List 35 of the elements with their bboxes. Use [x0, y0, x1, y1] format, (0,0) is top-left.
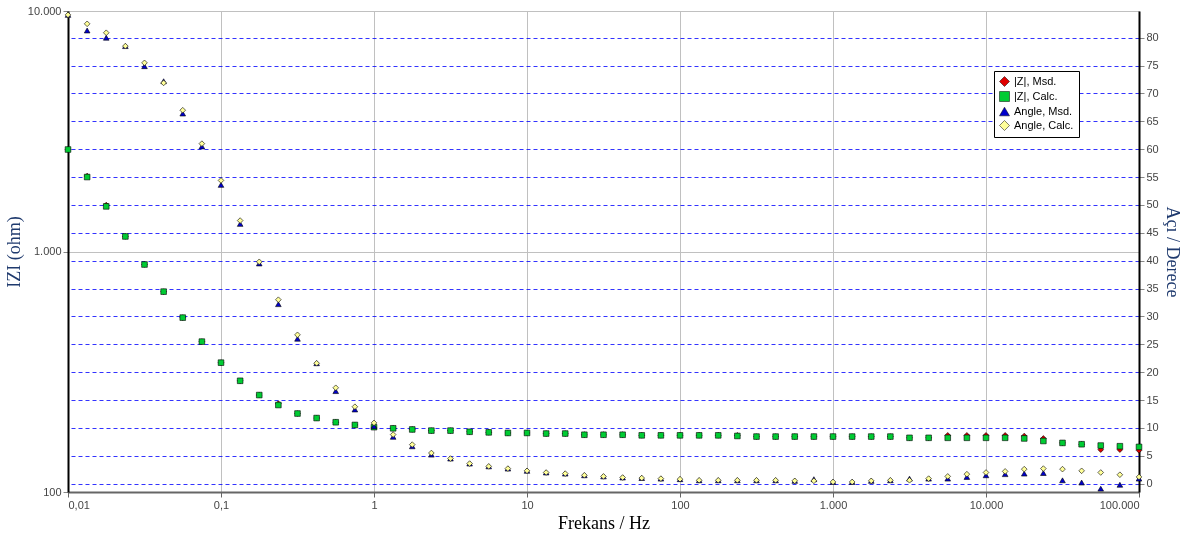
y2-tick-label: 40 [1146, 254, 1159, 267]
y2-tick-label: 75 [1146, 59, 1159, 72]
x-tick-label: 100.000 [1099, 498, 1140, 511]
y2-tick-label: 70 [1146, 86, 1159, 99]
y2-tick-label: 5 [1146, 449, 1153, 462]
y2-tick-label: 20 [1146, 365, 1159, 378]
legend-label: Angle, Msd. [1014, 104, 1073, 117]
y-tick-label: 1.000 [33, 245, 62, 257]
x-tick-label: 10 [521, 498, 534, 511]
x-tick-label: 1.000 [819, 498, 848, 511]
legend-label: Angle, Calc. [1014, 118, 1074, 131]
y2-tick-label: 55 [1146, 170, 1159, 183]
y2-tick-label: 45 [1146, 226, 1159, 239]
x-tick-label: 0,01 [68, 498, 90, 511]
y2-tick-label: 35 [1146, 282, 1159, 295]
legend-label: |Z|, Calc. [1014, 89, 1058, 102]
x-tick-label: 1 [371, 498, 378, 511]
y-tick-label: 100 [43, 485, 62, 498]
y2-tick-label: 50 [1146, 198, 1159, 211]
y-tick-label: 10.000 [27, 4, 62, 17]
x-tick-label: 10.000 [969, 498, 1004, 511]
y-axis-title: IZI (ohm) [3, 216, 25, 288]
y2-tick-label: 60 [1146, 142, 1159, 155]
x-tick-label: 0,1 [213, 498, 230, 511]
y2-tick-label: 15 [1146, 393, 1159, 406]
y2-tick-label: 0 [1146, 477, 1153, 490]
x-tick-label: 100 [671, 498, 690, 511]
legend-label: |Z|, Msd. [1014, 74, 1057, 87]
x-axis-title: Frekans / Hz [558, 512, 650, 533]
y2-tick-label: 25 [1146, 337, 1159, 350]
y2-tick-label: 65 [1146, 114, 1159, 127]
y2-tick-label: 80 [1146, 31, 1159, 44]
y2-tick-label: 30 [1146, 309, 1159, 322]
y2-tick-label: 10 [1146, 421, 1159, 434]
y2-axis-title: Açı / Derece [1162, 206, 1183, 298]
